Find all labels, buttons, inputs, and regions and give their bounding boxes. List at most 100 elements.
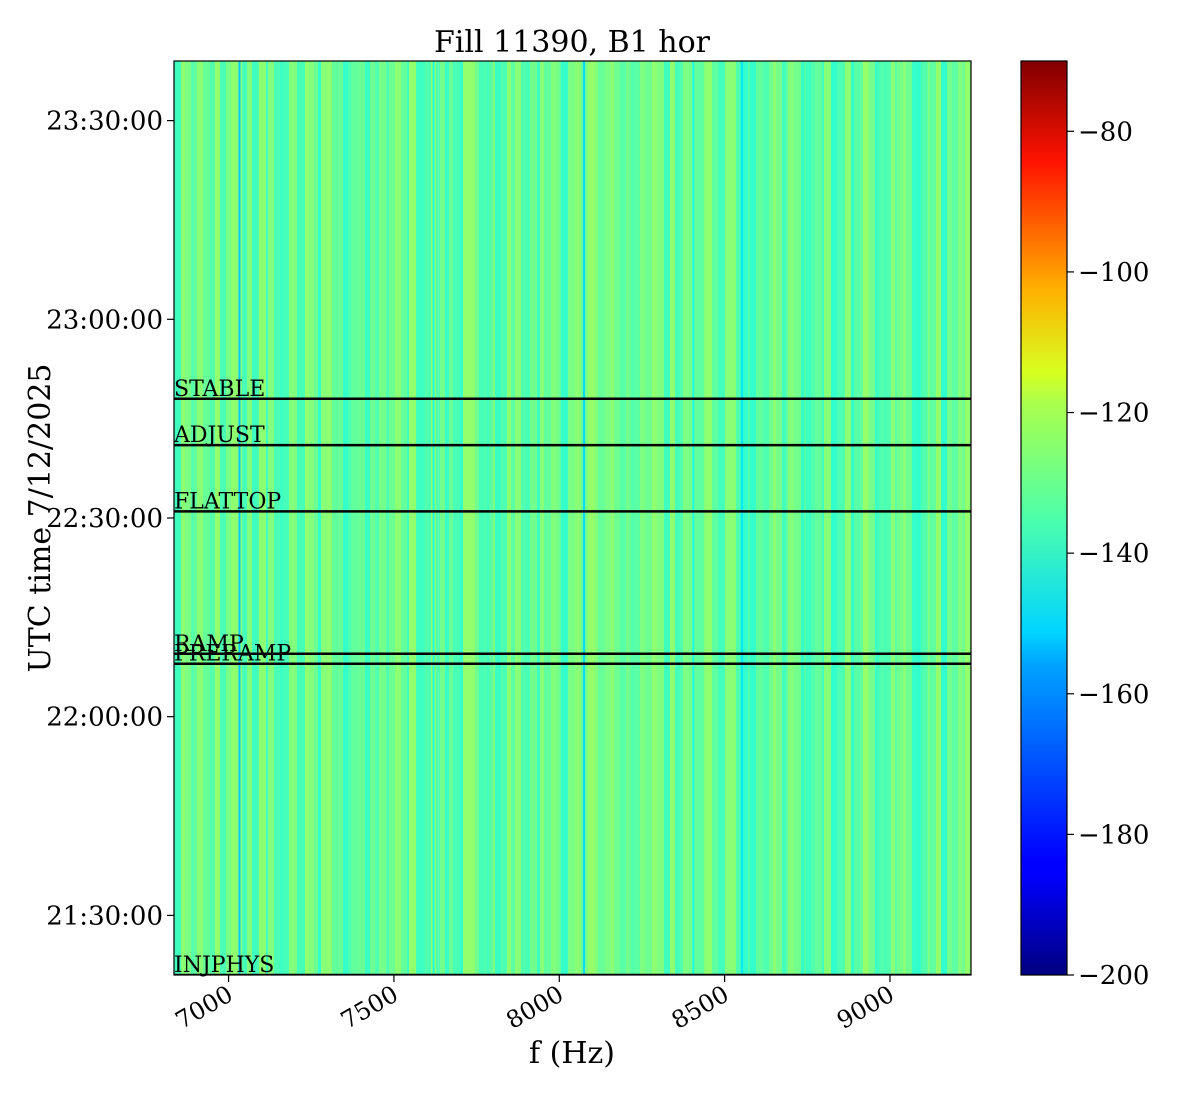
spectrogram-stripe — [897, 61, 903, 975]
spectrogram-stripe — [631, 61, 634, 975]
colorbar-tick-label: −200 — [1078, 961, 1149, 991]
spectrogram-stripe — [203, 61, 210, 975]
chart-title: Fill 11390, B1 hor — [434, 25, 711, 60]
spectrogram-stripe — [295, 61, 297, 975]
spectrogram-stripe — [941, 61, 947, 975]
spectrogram-stripe — [786, 61, 788, 975]
spectrogram-stripe — [487, 61, 489, 975]
y-axis-label: UTC time 7/12/2025 — [23, 364, 58, 673]
spectrogram-stripe — [851, 61, 854, 975]
spectrogram-stripe — [181, 61, 185, 975]
spectrogram-stripe — [515, 61, 521, 975]
colorbar-tick-label: −120 — [1078, 399, 1149, 429]
spectrogram-plot-area — [174, 61, 971, 975]
spectrogram-stripe — [289, 61, 295, 975]
spectral-lines — [238, 61, 921, 975]
spectrogram-stripe — [947, 61, 952, 975]
spectrogram-stripe — [427, 61, 431, 975]
spectrogram-stripe — [730, 61, 736, 975]
spectrogram-stripe — [861, 61, 863, 975]
spectrogram-stripe — [197, 61, 203, 975]
spectrogram-stripe — [309, 61, 314, 975]
spectrogram-stripe — [712, 61, 718, 975]
beam-mode-label: STABLE — [174, 377, 265, 402]
spectrogram-stripe — [794, 61, 801, 975]
spectrogram-stripe — [495, 61, 501, 975]
spectrogram-stripe — [339, 61, 343, 975]
spectrogram-stripe — [689, 61, 691, 975]
spectrogram-stripe — [664, 61, 670, 975]
colorbar-tick-label: −100 — [1078, 258, 1149, 288]
spectrogram-stripe — [348, 61, 351, 975]
spectrogram-stripe — [530, 61, 537, 975]
spectrogram-stripe — [416, 61, 418, 975]
spectrogram-stripe — [891, 61, 895, 975]
spectrogram-stripe — [912, 61, 919, 975]
spectrogram-stripe — [436, 61, 440, 975]
spectrogram-stripe — [895, 61, 897, 975]
spectrogram-stripe — [449, 61, 453, 975]
beam-mode-label: INJPHYS — [174, 953, 274, 978]
spectrogram-stripe — [868, 61, 870, 975]
x-axis-label: f (Hz) — [529, 1036, 615, 1071]
x-tick-label: 8500 — [667, 980, 734, 1035]
spectrogram-stripe — [318, 61, 321, 975]
spectrogram-stripe — [343, 61, 348, 975]
spectrogram-stripe — [210, 61, 215, 975]
spectrogram-stripe — [804, 61, 806, 975]
spectrogram-stripes — [174, 61, 971, 975]
spectrogram-stripe — [919, 61, 926, 975]
spectrogram-stripe — [595, 61, 598, 975]
spectrogram-stripe — [526, 61, 530, 975]
colorbar-tick-label: −180 — [1078, 820, 1149, 850]
spectrogram-stripe — [299, 61, 301, 975]
spectrogram-stripe — [568, 61, 575, 975]
spectral-line — [432, 61, 435, 975]
spectrogram-stripe — [822, 61, 824, 975]
spectrogram-stripe — [544, 61, 551, 975]
spectrogram-stripe — [801, 61, 804, 975]
spectral-line — [740, 61, 743, 975]
y-tick-label: 22:00:00 — [46, 703, 163, 733]
spectrogram-stripe — [483, 61, 487, 975]
spectrogram-stripe — [332, 61, 339, 975]
spectral-line — [583, 61, 586, 975]
y-tick-label: 23:30:00 — [46, 107, 163, 137]
spectral-line — [692, 61, 695, 975]
spectrogram-stripe — [174, 61, 181, 975]
spectrogram-stripe — [806, 61, 811, 975]
beam-mode-label: PRERAMP — [174, 642, 291, 667]
spectrogram-stripe — [769, 61, 773, 975]
y-tick-label: 22:30:00 — [46, 504, 163, 534]
spectrogram-stripe — [479, 61, 483, 975]
spectrogram-stripe — [930, 61, 933, 975]
spectrogram-stripe — [305, 61, 309, 975]
spectrogram-stripe — [620, 61, 626, 975]
colorbar-tick-label: −140 — [1078, 539, 1149, 569]
spectrogram-stripe — [297, 61, 299, 975]
colorbar-ticks: −200 −180 −160 −140 −120 −100 −80 — [1067, 117, 1149, 991]
spectrogram-stripe — [556, 61, 559, 975]
spectrogram-stripe — [655, 61, 657, 975]
spectrogram-stripe — [386, 61, 389, 975]
spectrogram-stripe — [215, 61, 220, 975]
spectrogram-stripe — [928, 61, 930, 975]
spectrogram-stripe — [268, 61, 274, 975]
spectrogram-stripe — [952, 61, 958, 975]
spectrogram-stripe — [831, 61, 837, 975]
spectrogram-stripe — [879, 61, 885, 975]
spectrogram-stripe — [906, 61, 912, 975]
spectrogram-stripe — [652, 61, 655, 975]
spectrogram-stripe — [475, 61, 479, 975]
spectrogram-stripe — [418, 61, 423, 975]
spectrogram-stripe — [561, 61, 568, 975]
spectral-line — [918, 61, 921, 975]
spectrogram-stripe — [584, 61, 588, 975]
spectrogram-stripe — [748, 61, 750, 975]
spectrogram-stripe — [788, 61, 794, 975]
spectrogram-stripe — [425, 61, 427, 975]
spectrogram-stripe — [314, 61, 318, 975]
spectrogram-stripe — [511, 61, 515, 975]
